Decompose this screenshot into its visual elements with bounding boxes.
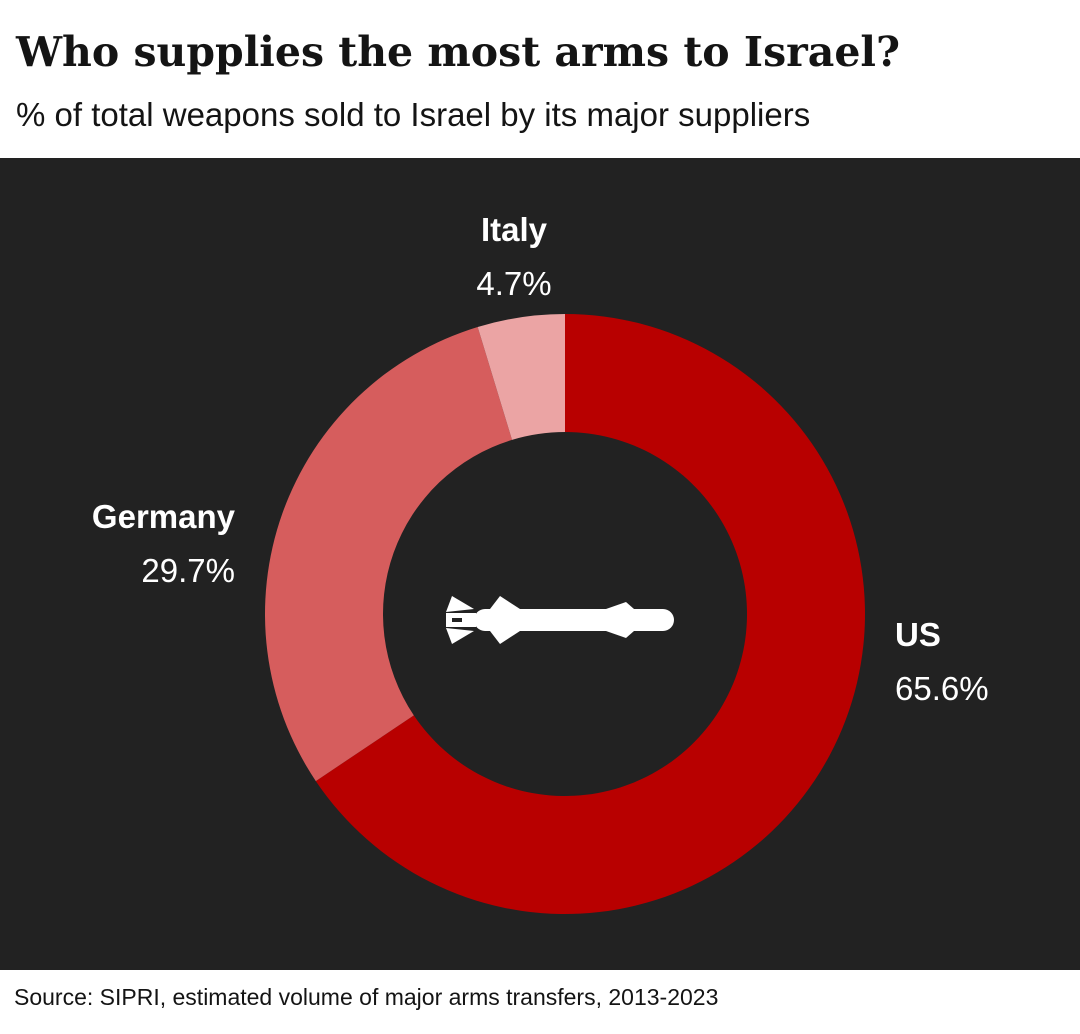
chart-subtitle: % of total weapons sold to Israel by its…	[16, 96, 811, 133]
slice-labels: US 65.6% Germany 29.7% Italy 4.7%	[92, 211, 989, 707]
label-us-value: 65.6%	[895, 670, 989, 707]
chart-title: Who supplies the most arms to Israel?	[16, 28, 901, 76]
chart-panel: US 65.6% Germany 29.7% Italy 4.7%	[0, 158, 1080, 970]
label-italy-name: Italy	[481, 211, 548, 248]
slice-us	[315, 314, 866, 914]
slice-italy	[477, 314, 565, 440]
chart-header: Who supplies the most arms to Israel? % …	[0, 0, 1080, 158]
slice-germany	[265, 326, 513, 782]
source-note: Source: SIPRI, estimated volume of major…	[14, 984, 719, 1010]
chart-footer: Source: SIPRI, estimated volume of major…	[0, 970, 1080, 1034]
donut-slices	[265, 314, 866, 914]
label-germany-value: 29.7%	[141, 552, 235, 589]
label-us-name: US	[895, 616, 941, 653]
missile-icon	[446, 596, 674, 644]
donut-chart: US 65.6% Germany 29.7% Italy 4.7%	[92, 211, 989, 914]
label-italy-value: 4.7%	[476, 265, 551, 302]
label-germany-name: Germany	[92, 498, 236, 535]
